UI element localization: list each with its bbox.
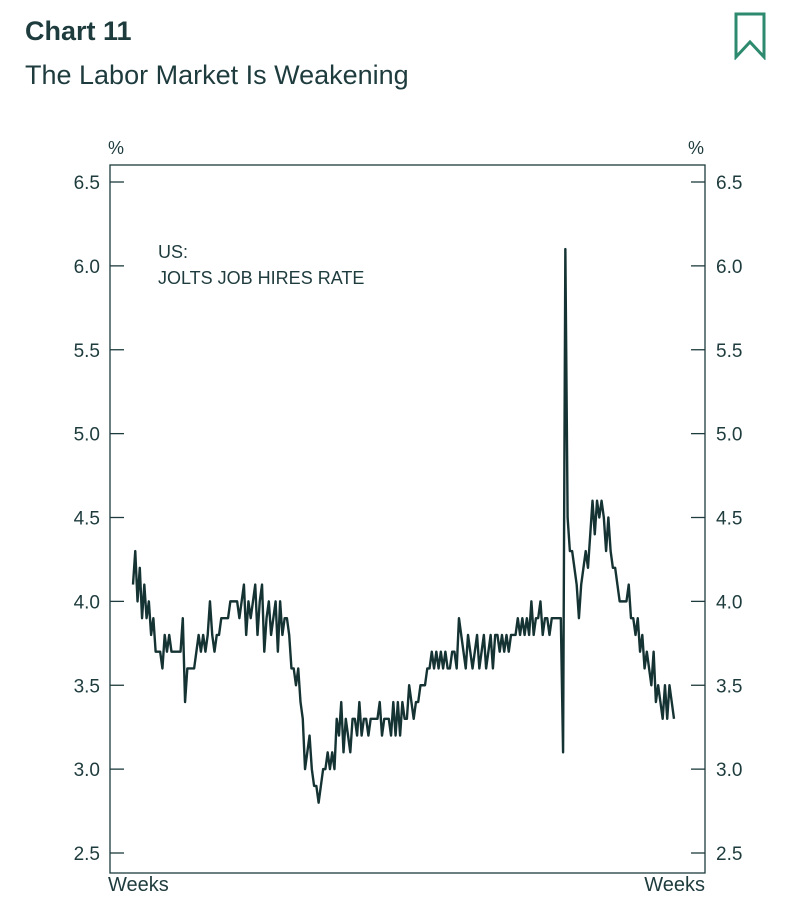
plot-frame [109, 164, 706, 874]
right-tick-label: 3.5 [716, 676, 742, 697]
series-line [131, 247, 676, 804]
left-tick-label: 3.5 [74, 676, 100, 697]
left-tick-label: 2.5 [74, 844, 100, 865]
right-tick-label: 5.5 [716, 341, 742, 362]
right-tick-label: 6.0 [716, 257, 742, 278]
bookmark-icon[interactable] [734, 12, 766, 61]
left-tick-label: 3.0 [74, 760, 100, 781]
right-tick-label: 3.0 [716, 760, 742, 781]
left-tick-label: 6.0 [74, 257, 100, 278]
x-label-right: Weeks [644, 874, 705, 896]
x-label-left: Weeks [108, 874, 169, 896]
right-tick-label: 5.0 [716, 425, 742, 446]
left-tick-label: 6.5 [74, 173, 100, 194]
left-tick-label: 5.0 [74, 425, 100, 446]
left-unit-label: % [108, 138, 124, 158]
right-unit-label: % [688, 138, 704, 158]
right-tick-label: 4.0 [716, 592, 742, 613]
chart-title: The Labor Market Is Weakening [25, 60, 409, 90]
left-tick-label: 4.5 [74, 509, 100, 530]
right-tick-label: 4.5 [716, 509, 742, 530]
right-tick-label: 6.5 [716, 173, 742, 194]
left-tick-label: 5.5 [74, 341, 100, 362]
chart-label: Chart 11 [25, 16, 132, 46]
annotation-line-2: JOLTS JOB HIRES RATE [158, 268, 364, 288]
left-tick-label: 4.0 [74, 592, 100, 613]
annotation-line-1: US: [158, 242, 188, 262]
right-tick-label: 2.5 [716, 844, 742, 865]
